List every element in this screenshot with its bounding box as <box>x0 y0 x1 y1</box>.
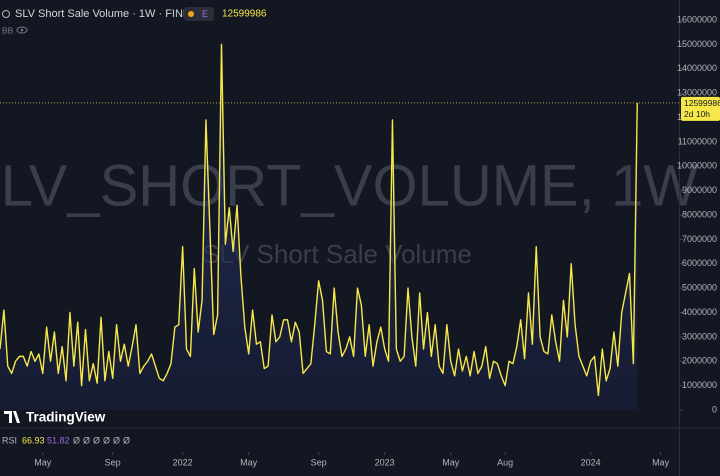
x-tick-label: May <box>34 457 52 467</box>
y-tick-label: 2000000 <box>682 356 717 366</box>
watermark: SLV_SHORT_VOLUME, 1W <box>0 153 698 218</box>
eye-pupil <box>20 28 24 32</box>
y-tick-label: 3000000 <box>682 331 717 341</box>
brand: TradingView <box>26 410 106 425</box>
x-tick-label: May <box>652 457 670 467</box>
indicator-name: RSI <box>2 435 17 445</box>
indicator-placeholder: Ø <box>73 435 80 445</box>
indicator-placeholder: Ø <box>83 435 90 445</box>
indicator-value: 66.93 <box>22 435 45 445</box>
y-tick-label: 14000000 <box>677 63 717 73</box>
watermark-subtitle: SLV Short Sale Volume <box>202 239 472 269</box>
y-tick-label: 11000000 <box>678 136 717 146</box>
x-tick-label: Sep <box>311 457 327 467</box>
x-tick-label: Aug <box>497 457 513 467</box>
watermark-group: SLV_SHORT_VOLUME, 1W SLV Short Sale Volu… <box>0 153 698 269</box>
y-tick-label: 9000000 <box>682 185 717 195</box>
indicator-placeholder: Ø <box>93 435 100 445</box>
indicator-placeholder: Ø <box>103 435 110 445</box>
y-tick-label: 0 <box>712 404 717 414</box>
y-tick-label: 8000000 <box>682 209 717 219</box>
y-tick-label: 15000000 <box>677 39 717 49</box>
indicator-value: 51.82 <box>47 435 70 445</box>
y-tick-label: 1000000 <box>682 380 717 390</box>
price-label: 12599986 <box>684 98 720 108</box>
x-tick-label: 2024 <box>581 457 601 467</box>
legend-icon[interactable] <box>2 10 10 18</box>
brand-logo <box>4 411 20 423</box>
x-tick-label: 2023 <box>375 457 395 467</box>
y-tick-label: 16000000 <box>677 14 717 24</box>
y-tick-label: 13000000 <box>677 88 717 98</box>
series-line <box>0 43 638 397</box>
y-tick-label: 6000000 <box>682 258 717 268</box>
indicator-placeholder: Ø <box>123 435 130 445</box>
badge[interactable]: E <box>202 9 208 19</box>
y-tick-label: 10000000 <box>677 161 717 171</box>
y-tick-label: 5000000 <box>682 283 717 293</box>
x-tick-label: Sep <box>105 457 121 467</box>
y-tick-label: 4000000 <box>682 307 717 317</box>
x-tick-label: 2022 <box>173 457 193 467</box>
indicator-placeholder: Ø <box>113 435 120 445</box>
badge-icon <box>188 11 194 17</box>
badge-bg <box>184 7 214 21</box>
series-area <box>0 44 638 410</box>
study-label: BB <box>2 25 14 35</box>
legend-title: SLV Short Sale Volume · 1W · FINRA <box>15 8 199 20</box>
price-label-bg <box>681 96 720 121</box>
x-tick-label: May <box>442 457 460 467</box>
x-tick-label: May <box>240 457 258 467</box>
plot <box>0 43 680 410</box>
eye-icon[interactable] <box>16 26 28 34</box>
y-tick-label: 7000000 <box>682 234 717 244</box>
price-countdown: 2d 10h <box>684 109 710 119</box>
legend-value: 12599986 <box>222 9 267 20</box>
